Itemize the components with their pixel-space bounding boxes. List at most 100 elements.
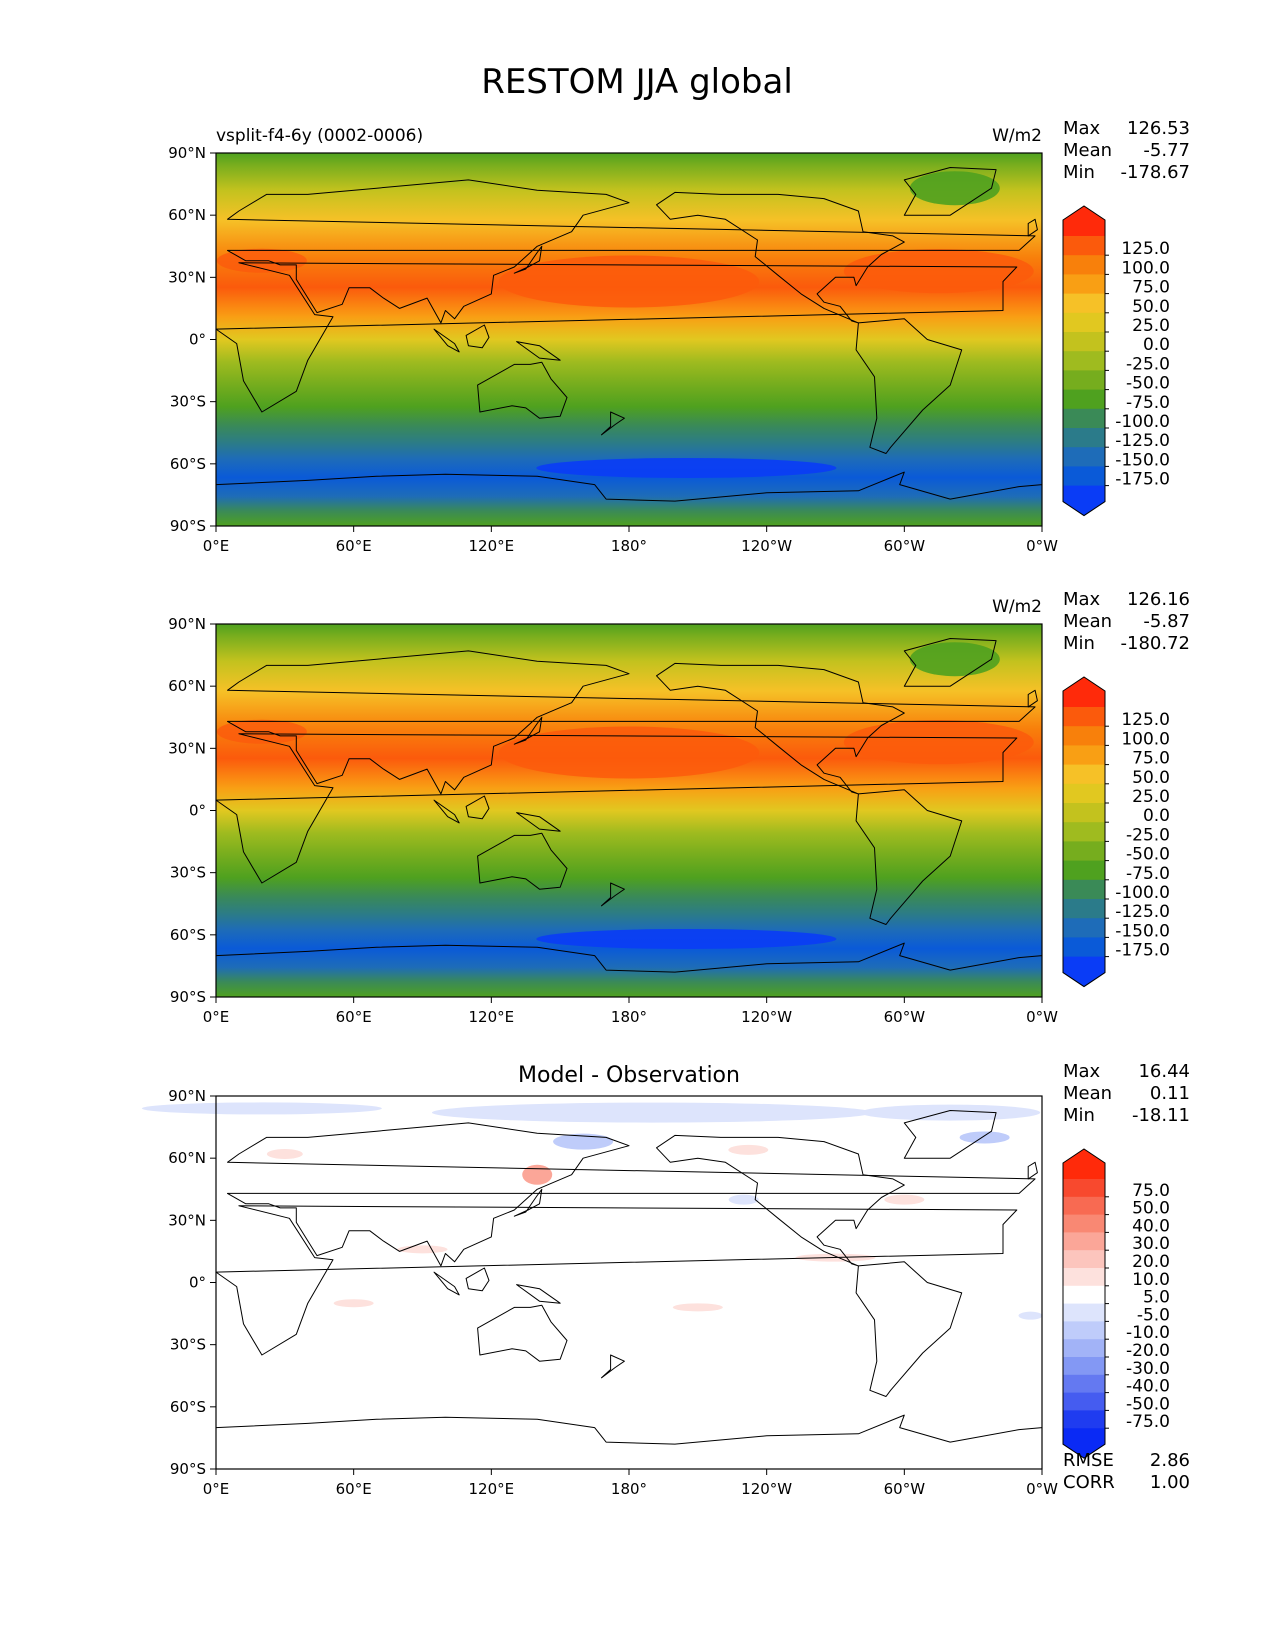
colorbar-segment [1063,1214,1105,1233]
colorbar-tick-label: 75.0 [1132,278,1170,298]
colorbar-segment [1063,822,1105,842]
colorbar-tick-label: 10.0 [1132,1270,1170,1290]
figure-title: RESTOM JJA global [481,62,793,102]
colorbar-tick-label: -5.0 [1137,1305,1170,1325]
coastline [477,832,568,890]
stat-label: Mean [1063,1083,1112,1104]
colorbar-segment [1063,1196,1105,1216]
stat-label: Max [1063,1061,1101,1082]
colorbar-extend-min [1063,956,1105,987]
colorbar-segment [1063,370,1105,391]
field-patch [860,1104,1041,1121]
y-tick-label: 0° [189,1274,206,1292]
coastline [601,1354,625,1379]
coastline [215,1205,1018,1356]
y-tick-label: 90°S [170,1460,206,1478]
colorbar-tick-label: -150.0 [1115,921,1170,941]
field-patch [553,1133,614,1150]
colorbar-tick-label: -25.0 [1126,825,1170,845]
colorbar-segment [1063,841,1105,862]
colorbar-segment [1063,447,1105,467]
field-patch [909,642,1000,677]
map-panel-test: 90°N 60°N 30°N 0° 30°S 60°S 90°S 0°E 60°E 120°E 18… [168,118,1190,555]
colorbar-segment [1063,937,1105,958]
coastline [516,812,561,832]
field-patch [536,928,837,949]
colorbar-tick-label: -50.0 [1126,374,1170,394]
colorbar-segment [1063,1410,1105,1429]
colorbar-tick-label: 75.0 [1132,1181,1170,1201]
coastline [516,341,561,361]
stat-value: 126.16 [1127,589,1190,610]
x-tick-label: 180° [611,1008,647,1026]
coastline [656,662,905,795]
coastline [433,799,460,824]
colorbar-tick-label: -175.0 [1115,941,1170,961]
colorbar-segment [1063,783,1105,804]
y-tick-label: 0° [189,331,206,349]
x-tick-label: 0°E [203,1008,230,1026]
colorbar-segment [1063,918,1105,938]
coastline [656,1134,905,1267]
colorbar-segment [1063,408,1105,429]
coastline [513,1188,543,1217]
field-patch [843,720,1034,765]
y-tick-label: 60°S [170,455,206,473]
x-tick-label: 60°E [336,1008,372,1026]
colorbar: 75.050.040.030.020.010.05.0-5.0-10.0-20.… [1062,1148,1170,1459]
colorbar-outline [1062,205,1106,517]
y-tick-label: 90°N [168,1087,206,1105]
colorbar-extend-min [1063,485,1105,516]
units-label: W/m2 [992,126,1042,146]
coastline [855,789,963,925]
units-label: W/m2 [992,597,1042,617]
rmse-value: 2.86 [1150,1450,1190,1471]
coastline [656,191,905,324]
colorbar-segment [1063,879,1105,900]
colorbar-tick-label: -50.0 [1126,1394,1170,1414]
colorbar-segment [1063,1232,1105,1251]
colorbar-segment [1063,899,1105,919]
colorbar-segment [1063,707,1105,727]
field-patch [333,1299,374,1308]
colorbar-extend-max [1063,1149,1105,1179]
coastline [465,795,490,820]
colorbar-segment [1063,293,1105,314]
colorbar-segment [1063,428,1105,448]
y-tick-label: 30°N [168,1211,206,1229]
colorbar-tick-label: -150.0 [1115,450,1170,470]
x-tick-label: 120°W [741,1008,792,1026]
x-tick-label: 120°E [469,1480,515,1498]
field-patch [266,1149,303,1160]
stat-label: Mean [1063,611,1112,632]
corr-value: 1.00 [1150,1472,1190,1493]
colorbar-segment [1063,1179,1105,1198]
rmse-label: RMSE [1063,1450,1114,1471]
coastline [477,361,568,419]
colorbar-tick-label: 125.0 [1121,710,1170,730]
colorbar-segment [1063,1321,1105,1340]
colorbar-tick-label: -75.0 [1126,393,1170,413]
coastline [465,1267,490,1292]
colorbar-tick-label: 0.0 [1143,806,1170,826]
colorbar-segment [1063,860,1105,881]
y-tick-label: 90°S [170,517,206,535]
coastline [516,1284,561,1304]
colorbar-segment [1063,1268,1105,1287]
x-tick-label: 0°E [203,1480,230,1498]
coastline [513,716,543,745]
field-patch [672,1303,723,1312]
coastline [1027,1161,1038,1180]
coastline [465,324,490,349]
colorbar-segment [1063,236,1105,256]
stat-value: 126.53 [1127,118,1190,139]
x-tick-label: 0°E [203,537,230,555]
corr-label: CORR [1063,1472,1115,1493]
y-tick-label: 60°N [168,1149,206,1167]
x-tick-label: 120°E [469,537,515,555]
colorbar-tick-label: -20.0 [1126,1341,1170,1361]
field-patch [728,1194,759,1205]
field-patch [1018,1311,1043,1320]
colorbar-extend-max [1063,206,1105,236]
x-tick-label: 0°W [1026,1480,1058,1498]
